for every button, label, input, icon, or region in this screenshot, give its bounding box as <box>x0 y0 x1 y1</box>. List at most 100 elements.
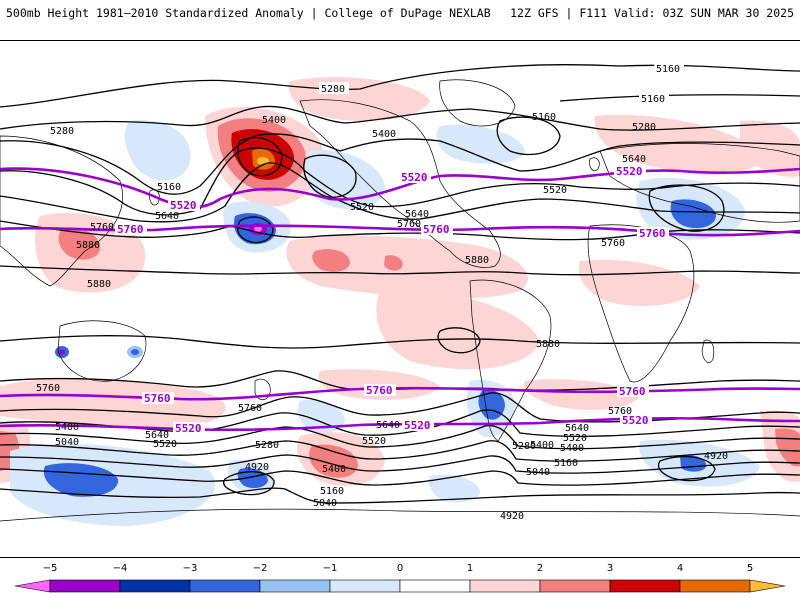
anomaly-positive-region <box>384 255 403 271</box>
purple-contour-labels: 5520 5520 5520 5760 5760 5760 5760 5760 … <box>115 165 669 435</box>
colorbar-bin <box>259 579 331 593</box>
colorbar-tick-label: −5 <box>42 563 58 574</box>
colorbar-tick-label: 3 <box>606 563 614 574</box>
contour-label: 5640 <box>376 420 400 431</box>
contour-label: 5640 <box>155 211 179 222</box>
colorbar-bin <box>679 579 751 593</box>
height-contour <box>0 265 800 276</box>
contour-label: 5760 <box>238 403 262 414</box>
highlight-label: 5760 <box>619 385 646 398</box>
anomaly-positive-region <box>376 290 540 370</box>
height-contour <box>0 133 800 195</box>
header: 500mb Height 1981–2010 Standardized Anom… <box>0 0 800 40</box>
label-backing <box>364 384 396 396</box>
contour-label: 5280 <box>512 441 536 452</box>
contour-label: 5040 <box>526 467 550 478</box>
contour-label: 5400 <box>372 129 396 140</box>
height-contour <box>0 335 800 349</box>
colorbar: −5 −4 −3 −2 −1 0 1 2 3 4 5 <box>0 560 800 600</box>
anomaly-negative-region <box>428 474 480 503</box>
anomaly-negative-region <box>124 120 191 181</box>
contour-label: 4920 <box>704 451 728 462</box>
contour-label: 5640 <box>565 423 589 434</box>
anomaly-positive-region <box>58 227 100 260</box>
label-backing <box>620 414 652 426</box>
height-contour <box>0 409 800 437</box>
anomaly-negative-region <box>254 226 262 232</box>
label-backing <box>402 419 434 431</box>
height-contour <box>223 471 275 496</box>
contour-label: 5760 <box>90 222 114 233</box>
colorbar-tick-label: −1 <box>322 563 338 574</box>
coastline-antarctica <box>0 508 800 522</box>
contour-label: 5400 <box>530 440 554 451</box>
colorbar-bin <box>469 579 541 593</box>
anomaly-positive-region <box>0 378 226 428</box>
coastline-uk <box>589 157 600 172</box>
height-contour <box>0 487 800 504</box>
highlight-label: 5520 <box>404 419 431 432</box>
colorbar-bin <box>14 579 51 593</box>
contour-label: 5760 <box>397 219 421 230</box>
anomaly-negative-region <box>670 199 716 229</box>
coastline-madagascar <box>701 339 715 363</box>
colorbar-tick-label: 5 <box>746 563 754 574</box>
contour-label: 4920 <box>245 462 269 473</box>
label-backing <box>399 171 431 183</box>
anomaly-positive-region <box>524 379 640 410</box>
colorbar-bin <box>189 579 261 593</box>
contour-label: 5280 <box>50 126 74 137</box>
black-contour-labels: 5160 5160 5280 5160 5400 5280 5280 5640 … <box>36 62 728 522</box>
colorbar-bin <box>49 579 121 593</box>
contour-label: 5280 <box>632 122 656 133</box>
contour-label: 5040 <box>55 437 79 448</box>
colorbar-bin <box>329 579 401 593</box>
height-contour <box>0 454 800 474</box>
contour-label: 5520 <box>563 433 587 444</box>
coastline-asia-west <box>0 135 123 287</box>
colorbar-tick-label: −2 <box>252 563 268 574</box>
coastline-north-america <box>299 99 501 268</box>
colorbar-tick-label: 1 <box>466 563 474 574</box>
highlight-label: 5760 <box>117 223 144 236</box>
contour-label: 5760 <box>36 383 60 394</box>
contour-label: 5760 <box>608 406 632 417</box>
highlight-label: 5520 <box>170 199 197 212</box>
contour-label: 5520 <box>350 202 374 213</box>
label-backing <box>617 385 649 397</box>
contour-label: 5400 <box>55 422 79 433</box>
label-backing <box>614 165 646 177</box>
contour-label: 5400 <box>560 443 584 454</box>
colorbar-tick-label: 4 <box>676 563 684 574</box>
anomaly-negative-region <box>436 124 525 164</box>
contour-label: 5040 <box>313 498 337 509</box>
map-panel: 5160 5160 5280 5160 5400 5280 5280 5640 … <box>0 40 800 558</box>
label-backing <box>421 223 453 235</box>
contour-label: 5880 <box>76 240 100 251</box>
label-backing <box>142 392 174 404</box>
height-contour <box>0 105 800 131</box>
colorbar-bin <box>749 579 786 593</box>
contour-label: 5160 <box>320 486 344 497</box>
highlight-label: 5520 <box>622 414 649 427</box>
contour-label: 5160 <box>532 112 556 123</box>
height-contour <box>237 216 274 244</box>
colorbar-bin <box>539 579 611 593</box>
contour-label: 5160 <box>641 94 665 105</box>
contour-label: 5760 <box>601 238 625 249</box>
contour-label: 5520 <box>362 436 386 447</box>
colorbar-tick-label: 2 <box>536 563 544 574</box>
anomaly-negative-region <box>59 349 65 355</box>
anomaly-shading <box>0 77 800 526</box>
coastline-australia <box>57 320 147 382</box>
label-backing <box>115 223 147 235</box>
height-contour <box>0 440 800 462</box>
colorbar-bin <box>609 579 681 593</box>
contour-label: 5160 <box>554 458 578 469</box>
highlight-contour-5520-north <box>0 167 800 209</box>
coastline-south-america <box>469 279 552 442</box>
map-title: 500mb Height 1981–2010 Standardized Anom… <box>6 6 491 20</box>
label-backing <box>319 82 349 94</box>
height-contour <box>657 455 716 482</box>
highlight-label: 5760 <box>144 392 171 405</box>
